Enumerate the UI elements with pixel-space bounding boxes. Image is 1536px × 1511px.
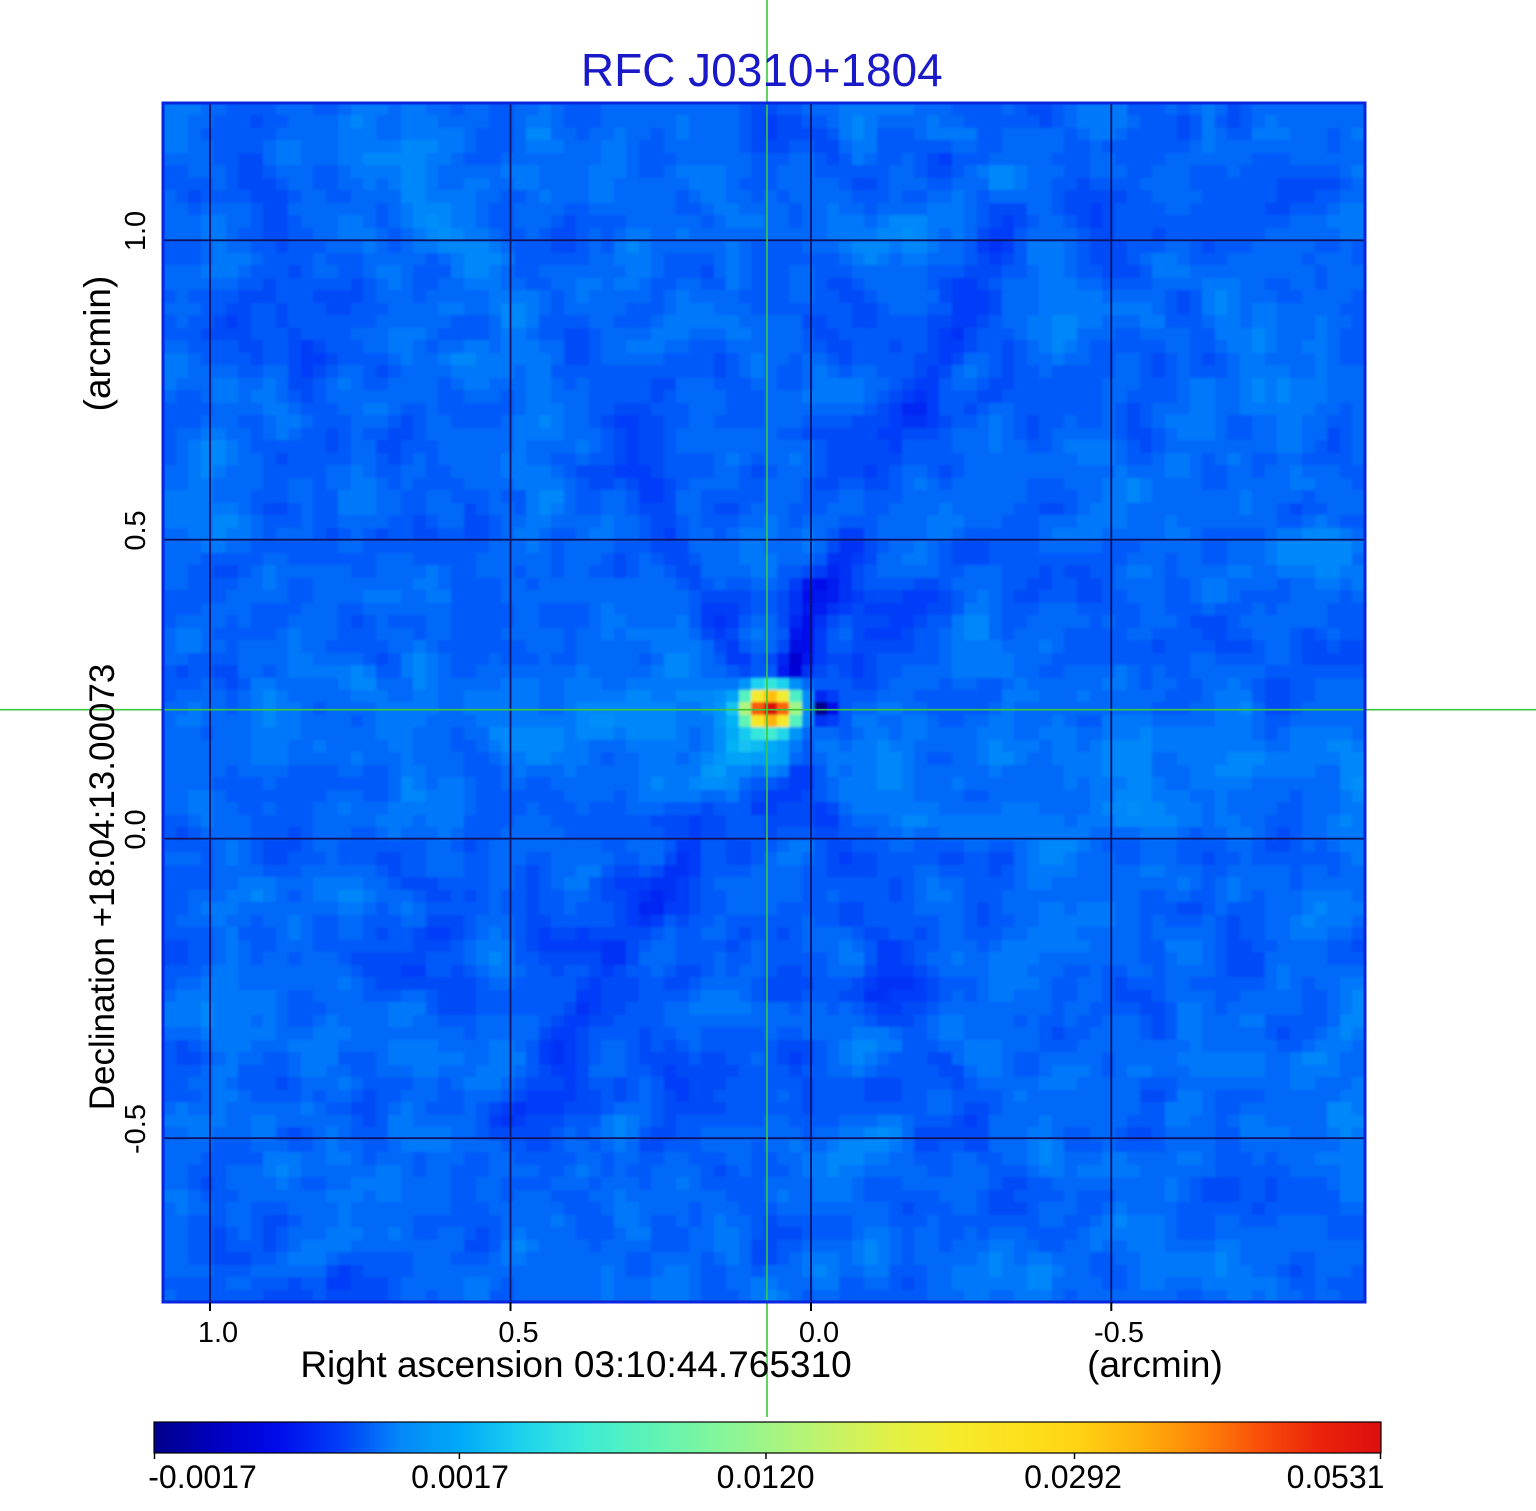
svg-text:0.5: 0.5 xyxy=(498,1317,538,1349)
svg-text:0.0: 0.0 xyxy=(120,809,152,849)
svg-text:Right ascension 03:10:44.7653: Right ascension 03:10:44.765310 xyxy=(300,1344,851,1385)
svg-text:(arcmin): (arcmin) xyxy=(1087,1344,1223,1385)
svg-text:1.0: 1.0 xyxy=(120,211,152,251)
svg-text:0.0017: 0.0017 xyxy=(411,1459,509,1495)
svg-text:-0.0017: -0.0017 xyxy=(148,1459,257,1495)
svg-text:(arcmin): (arcmin) xyxy=(77,276,118,412)
svg-text:-0.5: -0.5 xyxy=(120,1104,152,1154)
svg-text:-0.5: -0.5 xyxy=(1094,1317,1144,1349)
svg-text:0.0292: 0.0292 xyxy=(1024,1459,1122,1495)
svg-text:0.5: 0.5 xyxy=(120,510,152,550)
svg-text:RFC J0310+1804: RFC J0310+1804 xyxy=(581,44,943,96)
svg-text:Declination +18:04:13.00073: Declination +18:04:13.00073 xyxy=(83,664,122,1111)
svg-text:1.0: 1.0 xyxy=(198,1317,238,1349)
svg-text:0.0: 0.0 xyxy=(799,1317,839,1349)
svg-text:0.0531: 0.0531 xyxy=(1287,1459,1385,1495)
svg-text:0.0120: 0.0120 xyxy=(717,1459,815,1495)
